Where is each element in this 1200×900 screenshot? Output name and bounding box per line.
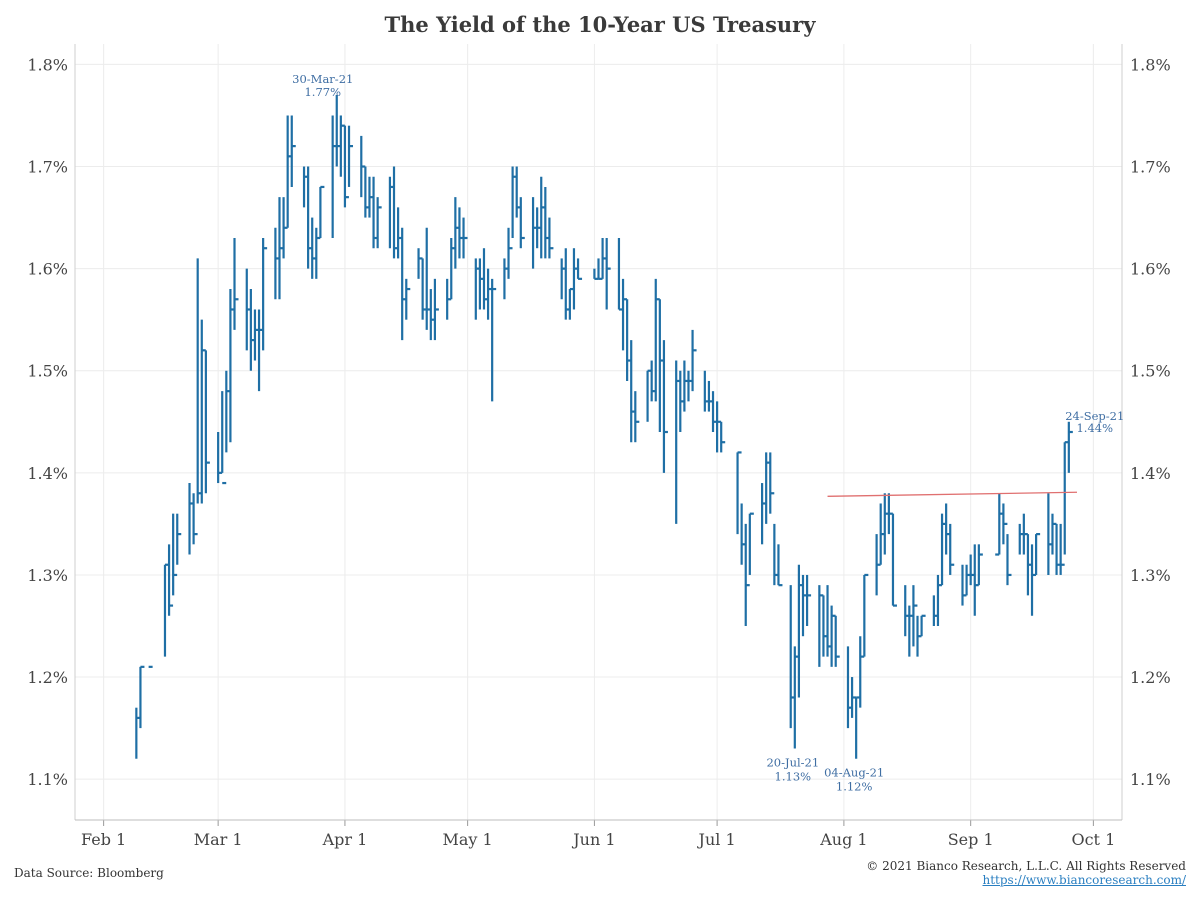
- ohlc-bar: [662, 340, 668, 473]
- ohlc-bar: [805, 574, 812, 626]
- ohlc-bar: [192, 493, 198, 545]
- ohlc-bar: [834, 615, 840, 667]
- ohlc-bar: [405, 278, 411, 320]
- annotation-low-aug04: 04-Aug-211.12%: [824, 766, 884, 794]
- annotation-value: 1.13%: [775, 770, 812, 784]
- y-tick-label-right: 1.3%: [1130, 566, 1171, 585]
- ohlc-bar: [343, 125, 349, 208]
- y-tick-label-left: 1.5%: [27, 362, 68, 381]
- x-tick-label: May 1: [443, 830, 493, 849]
- x-tick-label: Oct 1: [1071, 830, 1115, 849]
- ohlc-bar: [769, 452, 775, 514]
- ohlc-bar: [167, 544, 174, 616]
- y-tick-label-right: 1.1%: [1130, 770, 1171, 789]
- annotation-peak-mar30: 30-Mar-211.77%: [292, 72, 353, 99]
- y-tick-label-right: 1.4%: [1130, 464, 1171, 483]
- y-tick-label-left: 1.4%: [27, 464, 68, 483]
- y-tick-label-left: 1.2%: [27, 668, 68, 687]
- ohlc-bar: [912, 585, 918, 647]
- ohlc-bar: [1067, 421, 1073, 473]
- ohlc-bar: [777, 544, 783, 587]
- ohlc-bar: [920, 614, 926, 637]
- annotation-date: 30-Mar-21: [292, 72, 353, 86]
- plot-frame: [74, 44, 1123, 826]
- ohlc-bar: [176, 513, 182, 565]
- x-tick-label: Feb 1: [81, 830, 126, 849]
- ohlc-bar: [891, 513, 897, 607]
- ohlc-bar: [139, 665, 145, 729]
- ohlc-bar: [172, 513, 178, 596]
- y-tick-label-left: 1.8%: [27, 55, 68, 74]
- ohlc-bar: [744, 523, 750, 626]
- ohlc-bar: [347, 125, 354, 187]
- annotation-value: 1.44%: [1076, 421, 1113, 435]
- ohlc-bar: [204, 350, 210, 494]
- resistance-trend-line: [827, 491, 1078, 497]
- ohlc-bar: [949, 523, 955, 575]
- ohlc-bar: [507, 227, 513, 279]
- ohlc-bar: [605, 238, 611, 310]
- y-tick-label-right: 1.5%: [1130, 362, 1171, 381]
- annotations: 30-Mar-211.77%20-Jul-211.13% 04-Aug-211.1…: [292, 72, 1124, 794]
- y-tick-label-right: 1.8%: [1130, 55, 1171, 74]
- ohlc-bars: [135, 95, 1073, 759]
- annotation-low-jul20: 20-Jul-211.13%: [766, 756, 819, 784]
- annotation-last-sep24: 24-Sep-211.44%: [1065, 409, 1124, 435]
- x-tick-label: Mar 1: [194, 830, 243, 849]
- ohlc-bar: [1002, 503, 1008, 545]
- ohlc-bar: [691, 329, 697, 392]
- ohlc-bar: [462, 217, 468, 259]
- data-source-note: Data Source: Bloomberg: [14, 866, 164, 880]
- ohlc-bar: [1059, 523, 1065, 575]
- ohlc-bar: [748, 512, 754, 575]
- y-tick-label-left: 1.7%: [27, 158, 68, 177]
- trend-line-group: [827, 491, 1078, 497]
- ohlc-bar: [290, 115, 296, 187]
- y-tick-label-left: 1.6%: [27, 260, 68, 279]
- ohlc-bar: [376, 197, 382, 249]
- ohlc-bar: [634, 391, 640, 443]
- ohlc-bar: [548, 217, 554, 259]
- ohlc-bar: [1035, 533, 1041, 575]
- ohlc-bar: [491, 278, 497, 402]
- website-link[interactable]: https://www.biancoresearch.com/: [982, 873, 1186, 887]
- x-tick-label: Apr 1: [322, 830, 368, 849]
- x-tick-label: Aug 1: [819, 830, 867, 849]
- ohlc-bar: [519, 197, 525, 249]
- x-tick-label: Jun 1: [571, 830, 615, 849]
- annotation-date: 24-Sep-21: [1065, 409, 1124, 423]
- ohlc-bar: [262, 238, 268, 351]
- annotation-value: 1.77%: [304, 85, 341, 99]
- y-tick-label-right: 1.6%: [1130, 260, 1171, 279]
- x-tick-label: Jul 1: [697, 830, 736, 849]
- y-axis-labels: 1.1% 1.1% 1.2% 1.2% 1.3% 1.3% 1.4% 1.4% 1.5% 1.5%…: [27, 55, 1170, 789]
- annotation-value: 1.12%: [836, 780, 873, 794]
- y-tick-label-left: 1.3%: [27, 566, 68, 585]
- annotation-date: 20-Jul-21: [766, 756, 819, 770]
- ohlc-bar: [576, 258, 583, 280]
- grid-lines: [75, 44, 1122, 820]
- ohlc-bar: [233, 238, 239, 330]
- ohlc-bar: [977, 544, 983, 586]
- x-tick-label: Sep 1: [948, 830, 994, 849]
- x-axis-labels: Feb 1 Mar 1 Apr 1 May 1 Jun 1 Jul 1 Aug 1 Sep 1…: [81, 830, 1115, 849]
- copyright-note: © 2021 Bianco Research, L.L.C. All Right…: [866, 859, 1186, 873]
- ohlc-bar: [1006, 534, 1012, 586]
- y-tick-label-right: 1.2%: [1130, 668, 1171, 687]
- y-tick-label-left: 1.1%: [27, 770, 68, 789]
- y-tick-label-right: 1.7%: [1130, 158, 1171, 177]
- annotation-date: 04-Aug-21: [824, 766, 884, 780]
- ohlc-bar: [736, 451, 742, 535]
- ohlc-bar: [433, 278, 439, 341]
- chart-title: The Yield of the 10-Year US Treasury: [384, 12, 816, 37]
- ohlc-bar: [319, 185, 325, 238]
- ohlc-bar: [720, 421, 726, 453]
- ohlc-bar: [863, 573, 869, 657]
- ohlc-bar: [221, 391, 227, 485]
